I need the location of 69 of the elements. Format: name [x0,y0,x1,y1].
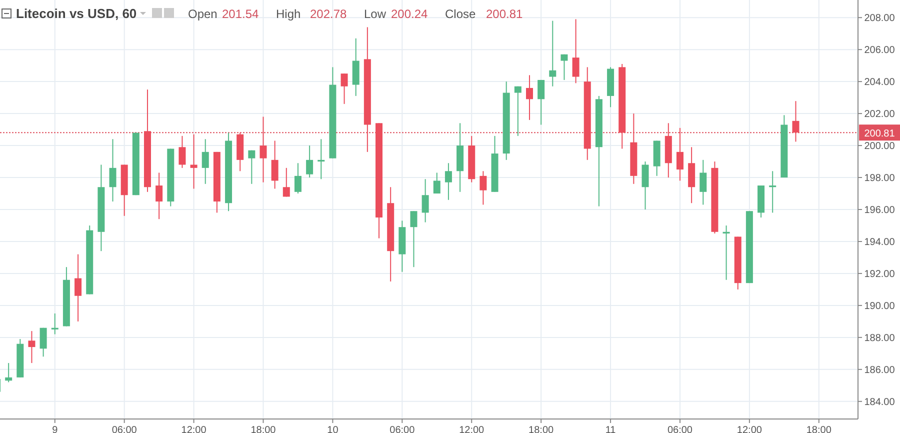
text: Litecoin vs USD, 60 [16,6,137,21]
x-tick-label: 06:00 [667,425,693,433]
candlestick [5,362,12,383]
candlestick [74,254,82,322]
candlestick [178,135,186,168]
candlestick [538,79,545,126]
annotation: Close [445,7,476,21]
annotation: Open [188,7,218,21]
y-tick-label: 200.00 [864,141,896,152]
candlestick [352,38,360,96]
x-tick-label: 12:00 [736,425,762,433]
candlestick [480,170,487,206]
y-tick-label: 206.00 [864,45,896,56]
candlestick [433,172,440,194]
candlestick [410,210,418,268]
candlestick [40,327,47,358]
annotation: Low [364,7,386,21]
x-tick-label: 11 [605,425,616,433]
y-tick-label: 202.00 [864,109,896,120]
x-tick-label: 18:00 [528,425,554,433]
y-tick-label: 196.00 [864,205,896,216]
y-tick-label: 188.00 [864,332,896,344]
candlestick [156,172,163,220]
x-tick-label: 10 [327,425,339,433]
x-tick-label: 06:00 [390,425,416,433]
candlestick [318,138,325,180]
y-tick-label: 194.00 [864,236,896,248]
candlestick [422,178,429,223]
y-tick-label: 190.00 [864,300,896,312]
x-tick-label: 12:00 [181,425,207,433]
y-tick-label: 184.00 [864,396,896,408]
candlestick [294,162,302,194]
annotation: High [276,7,301,21]
x-tick-label: 18:00 [806,425,832,433]
candlestick [28,330,36,364]
candlestick [51,312,58,335]
candlestick [549,20,556,87]
candlestick [109,138,116,202]
candlestick [722,224,730,280]
candlestick [514,86,522,136]
candlestick [572,18,580,84]
candlestick [444,162,452,200]
y-tick-label: 204.00 [864,77,896,88]
x-tick-label: 18:00 [250,425,276,433]
y-tick-label: 192.00 [864,268,896,280]
candlestick [190,134,198,190]
x-tick-label: 12:00 [459,425,485,433]
annotation: 200.81 [486,7,524,21]
candlestick [202,138,209,184]
candlestick [560,54,568,80]
candlestick [271,140,278,190]
candlestick [700,159,707,206]
y-tick-label: 208.00 [864,13,896,24]
candlestick [282,167,290,198]
annotation: 201.54 [222,7,260,21]
y-tick-label: 198.00 [864,173,896,184]
candlestick [688,146,696,204]
annotation: 200.24 [391,7,428,21]
candlestick [306,145,314,178]
candlestick [248,150,256,184]
candlestick [526,74,533,120]
annotation: 202.78 [310,7,348,21]
x-tick-label: 06:00 [112,425,138,433]
candlestick [340,73,348,104]
ref-line-label: 200.81 [864,128,896,140]
candlestick [769,170,776,214]
x-tick-label: 9 [52,425,58,433]
candlestick [642,161,649,210]
y-tick-label: 186.00 [864,364,896,376]
